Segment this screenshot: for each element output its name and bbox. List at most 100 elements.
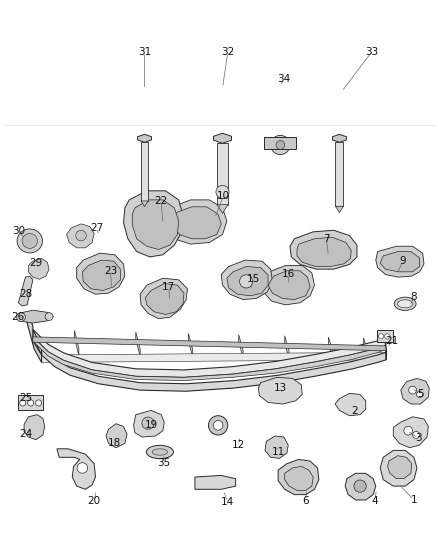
Polygon shape <box>364 338 368 359</box>
Text: 30: 30 <box>12 227 25 236</box>
Circle shape <box>208 416 228 435</box>
Polygon shape <box>285 336 289 358</box>
Ellipse shape <box>394 297 416 310</box>
Circle shape <box>76 230 86 241</box>
Circle shape <box>28 400 34 406</box>
Text: 14: 14 <box>221 497 234 507</box>
Polygon shape <box>264 137 297 149</box>
Polygon shape <box>136 332 140 356</box>
Polygon shape <box>195 475 236 489</box>
Text: 34: 34 <box>277 74 290 84</box>
Text: 18: 18 <box>108 439 121 448</box>
Text: 21: 21 <box>385 336 399 346</box>
Text: 33: 33 <box>365 47 378 57</box>
Polygon shape <box>401 378 429 404</box>
Circle shape <box>404 426 413 435</box>
Polygon shape <box>33 329 42 355</box>
Polygon shape <box>188 333 193 357</box>
Circle shape <box>409 386 417 394</box>
Text: 23: 23 <box>104 266 117 276</box>
Polygon shape <box>82 260 120 290</box>
Polygon shape <box>262 265 314 305</box>
Polygon shape <box>145 284 184 314</box>
Polygon shape <box>26 312 42 362</box>
Polygon shape <box>24 415 45 440</box>
Circle shape <box>378 334 384 339</box>
Ellipse shape <box>146 445 173 458</box>
Polygon shape <box>380 252 420 272</box>
Text: 16: 16 <box>282 269 295 279</box>
Text: 22: 22 <box>155 197 168 206</box>
Polygon shape <box>388 456 412 479</box>
Polygon shape <box>221 260 272 300</box>
Text: 17: 17 <box>162 282 175 292</box>
Text: 19: 19 <box>145 421 158 430</box>
Text: 6: 6 <box>302 496 309 506</box>
Polygon shape <box>124 191 183 257</box>
Text: 1: 1 <box>410 495 417 505</box>
Polygon shape <box>268 271 310 300</box>
Polygon shape <box>33 329 385 377</box>
Polygon shape <box>33 337 386 351</box>
Circle shape <box>385 334 390 339</box>
Ellipse shape <box>152 449 167 455</box>
Text: 3: 3 <box>415 433 422 443</box>
Text: 24: 24 <box>19 430 32 439</box>
Polygon shape <box>140 278 187 319</box>
Ellipse shape <box>17 229 42 253</box>
Polygon shape <box>18 310 53 323</box>
Polygon shape <box>141 201 148 207</box>
Text: 27: 27 <box>91 223 104 233</box>
Polygon shape <box>18 276 33 306</box>
Text: 15: 15 <box>247 274 260 284</box>
Circle shape <box>35 400 42 406</box>
Circle shape <box>413 431 420 439</box>
Circle shape <box>213 421 223 430</box>
Polygon shape <box>328 337 333 359</box>
Text: 10: 10 <box>217 191 230 201</box>
Polygon shape <box>164 200 227 244</box>
Text: 4: 4 <box>371 496 378 506</box>
Polygon shape <box>385 338 386 360</box>
Polygon shape <box>213 133 232 143</box>
Ellipse shape <box>398 300 413 308</box>
Polygon shape <box>28 259 49 279</box>
Polygon shape <box>239 335 243 358</box>
Text: 13: 13 <box>274 383 287 393</box>
Polygon shape <box>377 330 393 342</box>
Polygon shape <box>77 253 125 294</box>
Polygon shape <box>57 449 95 489</box>
Circle shape <box>216 185 229 198</box>
Text: 20: 20 <box>88 496 101 506</box>
Polygon shape <box>345 473 376 500</box>
Polygon shape <box>332 134 346 142</box>
Circle shape <box>45 313 53 320</box>
Circle shape <box>417 391 423 398</box>
Polygon shape <box>138 134 152 142</box>
Text: 26: 26 <box>11 312 24 321</box>
Polygon shape <box>335 393 366 416</box>
Circle shape <box>142 417 154 430</box>
Text: 11: 11 <box>272 447 285 457</box>
Text: 9: 9 <box>399 256 406 266</box>
Polygon shape <box>172 207 221 239</box>
Polygon shape <box>290 230 357 269</box>
Polygon shape <box>217 205 228 213</box>
Polygon shape <box>376 246 424 277</box>
Polygon shape <box>297 237 351 266</box>
Polygon shape <box>227 266 268 296</box>
Polygon shape <box>336 206 343 213</box>
Text: 35: 35 <box>158 458 171 467</box>
Polygon shape <box>42 348 386 391</box>
Text: 7: 7 <box>323 234 330 244</box>
Circle shape <box>276 141 285 149</box>
Polygon shape <box>278 459 319 495</box>
Polygon shape <box>134 410 164 437</box>
Text: 28: 28 <box>19 289 32 299</box>
Circle shape <box>77 463 88 473</box>
Circle shape <box>271 135 290 155</box>
Text: 8: 8 <box>410 292 417 302</box>
Text: 5: 5 <box>417 390 424 399</box>
Polygon shape <box>106 424 127 448</box>
Text: 31: 31 <box>138 47 151 57</box>
